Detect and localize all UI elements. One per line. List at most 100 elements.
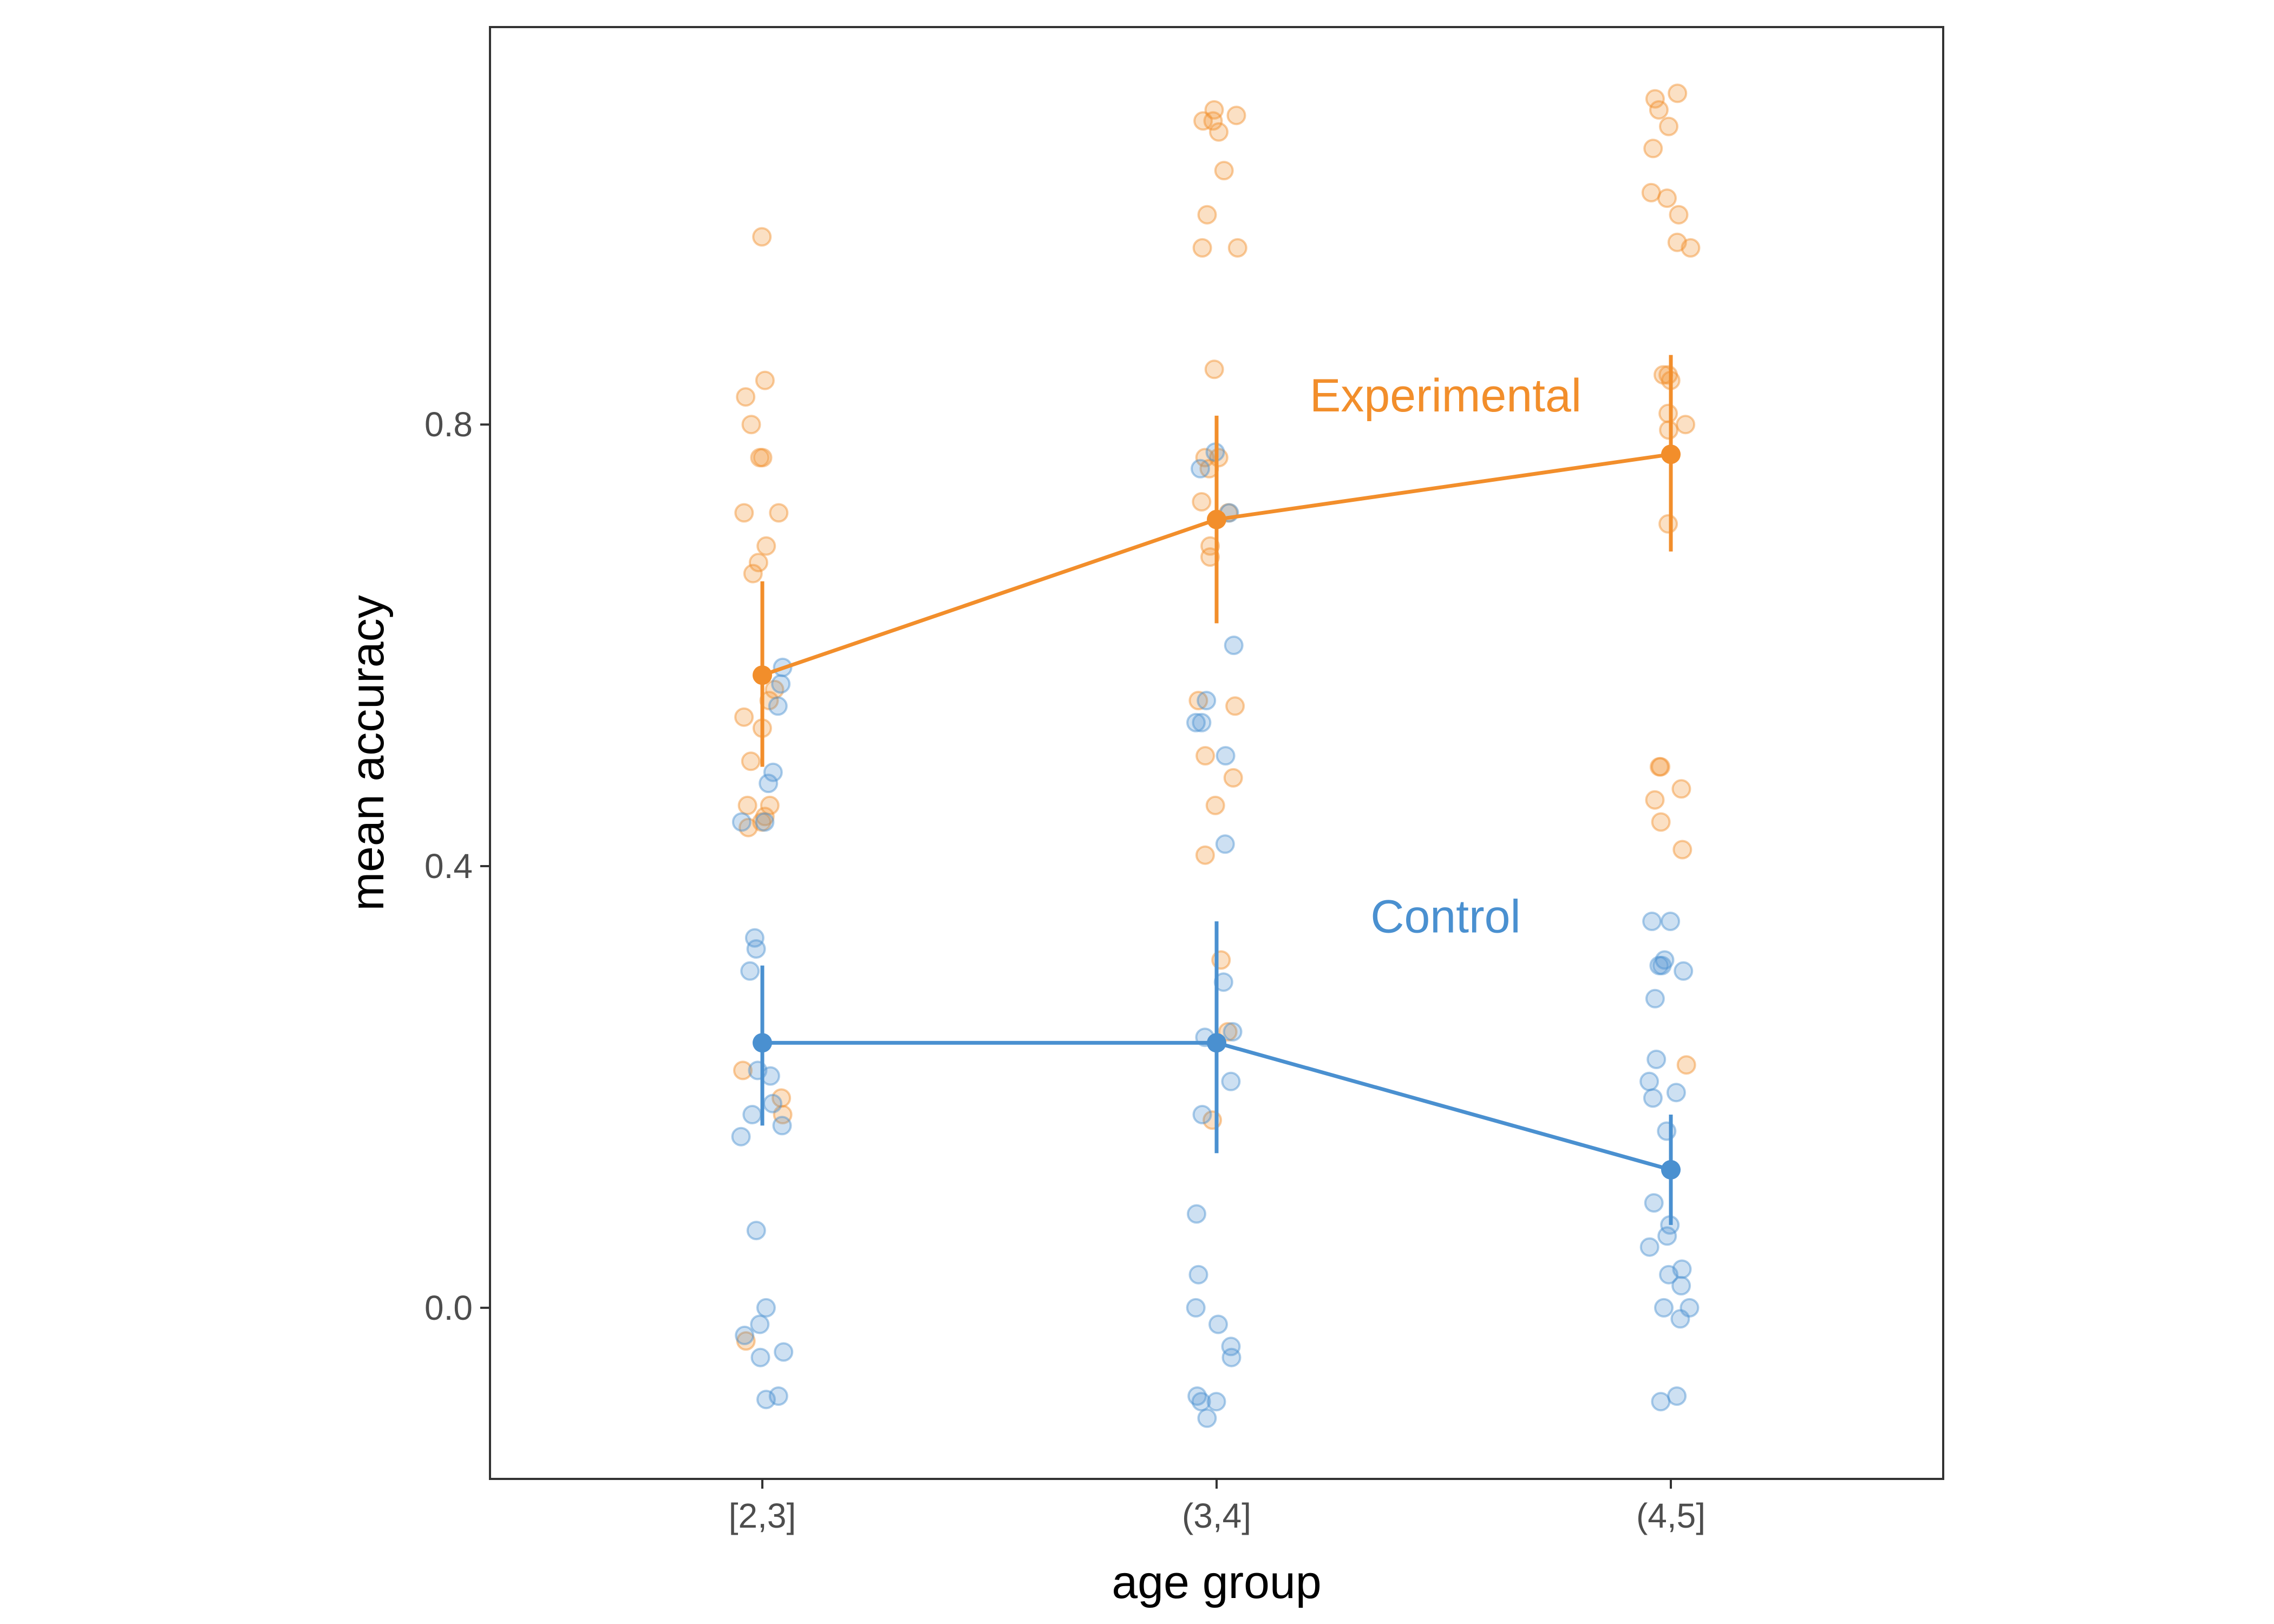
data-point [1651, 757, 1671, 777]
series-labels: Experimental Control [1310, 370, 1582, 943]
data-point [764, 679, 785, 699]
data-point [752, 812, 772, 832]
data-point [1659, 420, 1679, 440]
data-point [756, 536, 776, 556]
data-point [1226, 106, 1246, 126]
data-point [739, 817, 759, 837]
data-point [771, 674, 791, 694]
data-point [1645, 89, 1665, 109]
data-point [1200, 536, 1220, 556]
data-point [772, 1116, 792, 1136]
data-point [740, 961, 760, 981]
data-point [755, 807, 775, 827]
data-point [1205, 795, 1225, 815]
data-point [1195, 448, 1215, 468]
data-point [1197, 1408, 1217, 1428]
data-point [752, 227, 772, 247]
data-point [1668, 83, 1688, 103]
data-point [1208, 1314, 1228, 1334]
data-point [1215, 834, 1235, 854]
data-point [1671, 1276, 1691, 1296]
mean-point [1661, 1160, 1681, 1180]
data-point [1191, 459, 1210, 479]
data-point [756, 1390, 776, 1410]
data-point [1191, 1392, 1211, 1412]
data-point [1188, 1265, 1208, 1285]
data-point [1672, 840, 1693, 860]
data-point [1672, 1259, 1692, 1279]
data-point [763, 762, 783, 782]
data-point [737, 795, 757, 815]
data-point [731, 1127, 751, 1147]
data-point [1643, 1088, 1663, 1108]
data-point [763, 1093, 782, 1114]
data-point [1676, 415, 1696, 435]
data-point [1658, 403, 1678, 423]
data-point [750, 448, 770, 468]
data-point [1227, 238, 1247, 258]
data-point [1186, 1298, 1206, 1318]
data-point [1223, 768, 1243, 788]
data-point [1221, 1347, 1241, 1367]
plot-panel [489, 26, 1944, 1480]
data-point [1203, 111, 1223, 131]
data-point [735, 1325, 755, 1345]
data-point [741, 751, 761, 771]
data-point [1195, 845, 1215, 865]
data-point [1192, 492, 1212, 512]
series-lines [753, 355, 1681, 1225]
data-point [769, 503, 789, 523]
data-point [1214, 161, 1234, 181]
data-point [1225, 696, 1245, 716]
data-point [742, 1105, 762, 1124]
data-point [746, 939, 766, 959]
mean-point [1207, 1033, 1226, 1053]
data-point [1204, 100, 1224, 120]
data-point [1204, 359, 1224, 379]
data-point [1187, 1204, 1206, 1224]
data-point [750, 1314, 770, 1334]
data-point [1649, 100, 1669, 120]
x-tick-label: [2,3] [729, 1496, 796, 1535]
data-point [1667, 232, 1687, 252]
data-point [744, 928, 764, 948]
data-point [1671, 779, 1691, 799]
data-point [755, 812, 775, 832]
data-point [755, 370, 775, 390]
data-point [736, 387, 756, 407]
axes: 0.0 0.4 0.8 [2,3] (3,4] (4,5] [424, 405, 1706, 1535]
data-point [1193, 111, 1213, 131]
data-point [1657, 1226, 1677, 1246]
series-label: Control [1370, 890, 1520, 942]
data-point [748, 553, 768, 573]
x-tick-label: (3,4] [1182, 1496, 1251, 1535]
data-point [1187, 1386, 1207, 1406]
y-tick-label: 0.8 [424, 405, 473, 444]
data-point [731, 812, 752, 832]
data-point [1646, 1050, 1667, 1069]
data-point [1209, 122, 1229, 142]
mean-point [1207, 509, 1226, 529]
data-point [1221, 1337, 1241, 1357]
data-point [733, 1060, 753, 1081]
data-point [773, 1105, 793, 1124]
data-point [1186, 712, 1206, 732]
data-point [734, 503, 754, 523]
data-point [1667, 1386, 1687, 1406]
data-point [753, 448, 773, 468]
data-point [1208, 448, 1229, 468]
data-point [1655, 950, 1675, 970]
data-point [1206, 1392, 1226, 1412]
x-axis-title: age group [1112, 1556, 1321, 1608]
data-point [1651, 812, 1671, 832]
data-point [1645, 790, 1665, 810]
data-point [1674, 961, 1694, 981]
data-point [741, 415, 761, 435]
data-point [743, 564, 763, 584]
data-point [1642, 912, 1662, 931]
data-point [1195, 746, 1216, 766]
data-point [1223, 1022, 1243, 1042]
data-point [1649, 955, 1669, 975]
data-point [1224, 636, 1244, 656]
data-point [774, 1342, 794, 1362]
